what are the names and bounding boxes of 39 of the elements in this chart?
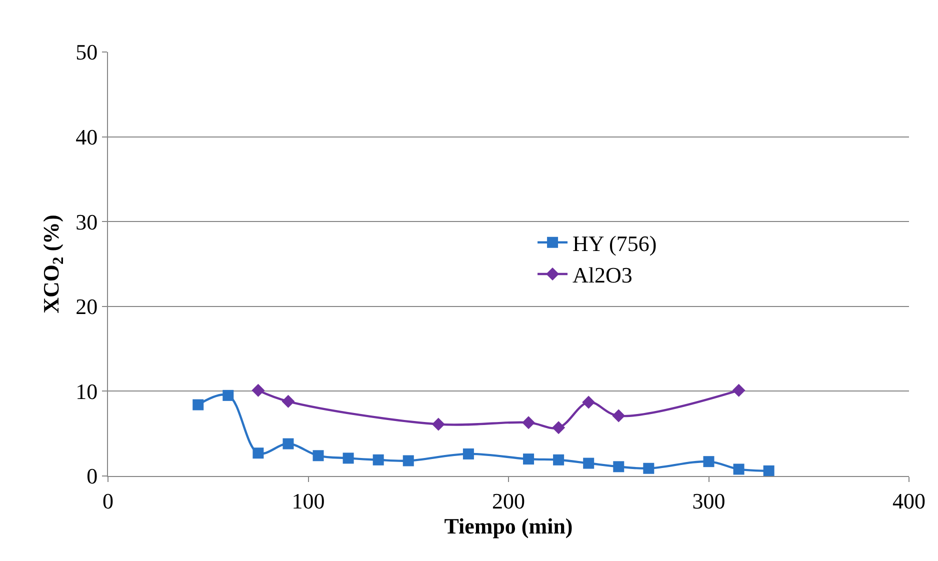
point xyxy=(553,454,564,466)
point xyxy=(372,454,384,466)
x-tick-label: 100 xyxy=(292,488,325,514)
point xyxy=(612,409,626,422)
y-tick-label: 0 xyxy=(86,464,98,489)
point xyxy=(643,462,654,474)
point xyxy=(222,390,234,401)
point xyxy=(312,450,324,462)
point xyxy=(583,458,594,469)
legend-label: Al2O3 xyxy=(572,262,632,288)
point xyxy=(703,456,714,468)
point xyxy=(552,421,566,434)
point xyxy=(613,461,624,472)
point xyxy=(282,394,295,408)
y-tick-label: 30 xyxy=(76,209,98,234)
point xyxy=(402,455,414,466)
point xyxy=(522,416,536,430)
legend-label: HY (756) xyxy=(572,230,657,256)
y-tick-label: 10 xyxy=(76,378,98,404)
x-tick-label: 200 xyxy=(492,488,525,514)
point xyxy=(282,438,294,450)
y-tick-label: 20 xyxy=(76,294,98,320)
point xyxy=(763,465,774,476)
x-tick-label: 400 xyxy=(892,488,926,514)
point xyxy=(192,399,204,410)
point xyxy=(582,396,596,409)
point xyxy=(462,448,474,460)
point xyxy=(252,448,264,459)
point xyxy=(432,418,445,431)
y-tick-label: 40 xyxy=(76,124,98,150)
y-tick-label: 50 xyxy=(76,40,98,65)
point xyxy=(523,454,534,465)
x-axis-title: Tiempo (min) xyxy=(444,513,573,538)
point xyxy=(733,464,744,475)
point xyxy=(342,452,354,464)
x-tick-label: 300 xyxy=(692,488,726,514)
point xyxy=(252,384,265,397)
point xyxy=(732,384,746,397)
x-tick-label: 0 xyxy=(102,488,114,514)
